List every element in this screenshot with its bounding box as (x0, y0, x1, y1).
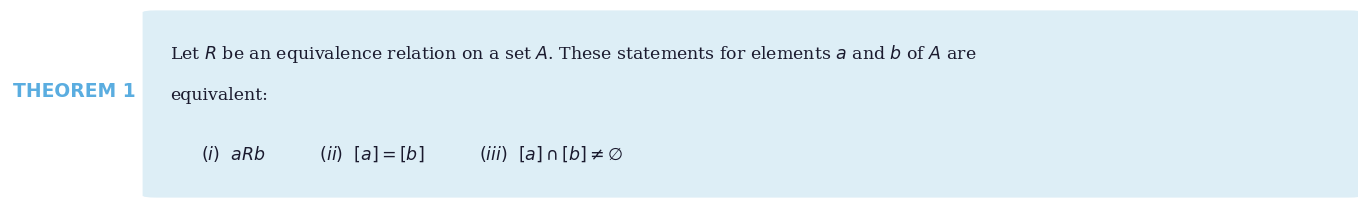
Text: Let $R$ be an equivalence relation on a set $A$. These statements for elements $: Let $R$ be an equivalence relation on a … (170, 43, 976, 65)
Text: equivalent:: equivalent: (170, 87, 268, 104)
FancyBboxPatch shape (143, 10, 1358, 198)
Text: $(i)$  $aRb$          $(ii)$  $[a] = [b]$          $(iii)$  $[a] \cap [b] \neq \: $(i)$ $aRb$ $(ii)$ $[a] = [b]$ $(iii)$ $… (201, 144, 623, 164)
Text: THEOREM 1: THEOREM 1 (14, 82, 136, 101)
